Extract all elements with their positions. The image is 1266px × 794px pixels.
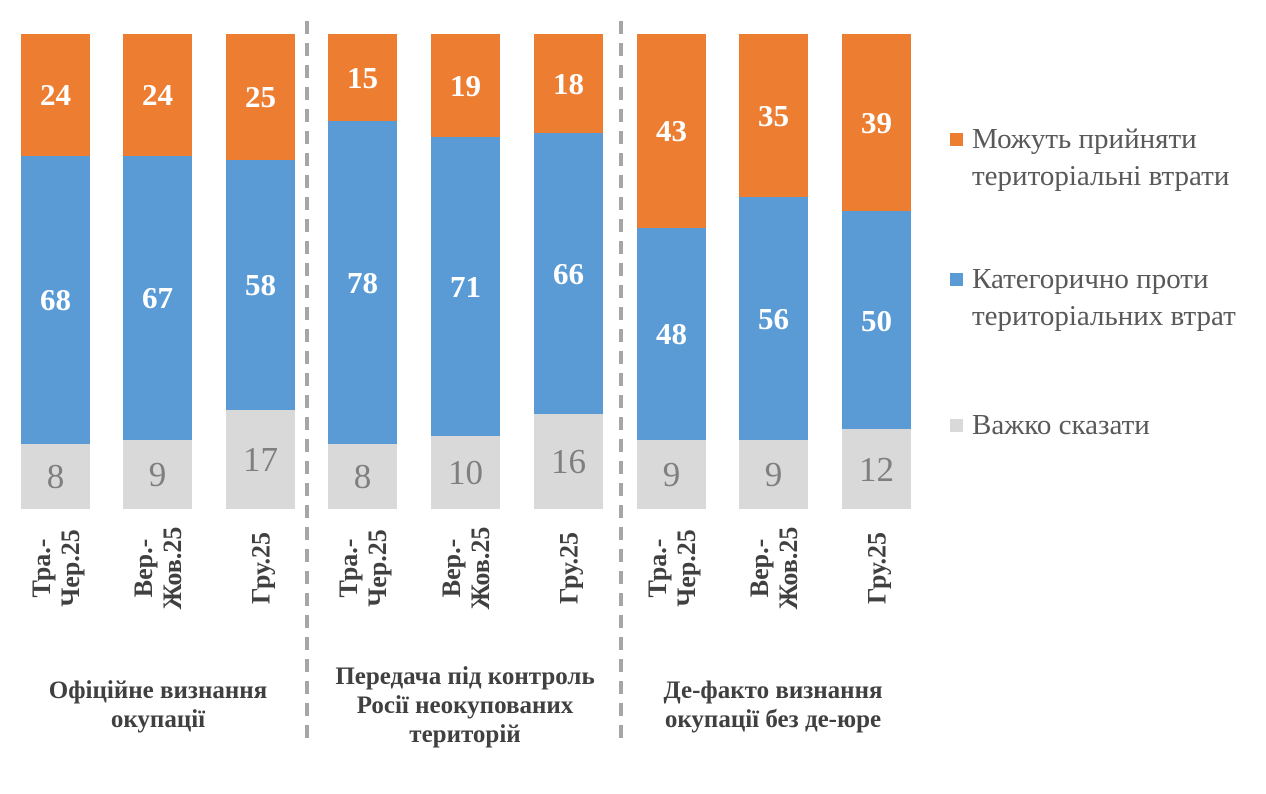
bar-segment-accept: 35: [739, 34, 808, 198]
x-tick-label: Гру.25: [246, 532, 275, 604]
bar-value-label: 43: [656, 113, 687, 149]
x-tick-label: Гру.25: [862, 532, 891, 604]
bar-segment-hard: 9: [123, 439, 192, 509]
bar-segment-hard: 10: [431, 436, 500, 509]
bar-value-label: 24: [142, 77, 173, 113]
bar-segment-against: 66: [534, 133, 603, 414]
x-tick-label: Тра.- Чер.25: [642, 529, 701, 607]
bar-segment-hard: 17: [226, 409, 295, 509]
bar-value-label: 67: [142, 280, 173, 316]
x-tick-label: Вер.- Жов.25: [744, 526, 803, 610]
legend-label-accept: Можуть прийняти територіальні втрати: [972, 123, 1230, 192]
bar-segment-hard: 16: [534, 413, 603, 510]
bar-segment-accept: 24: [123, 34, 192, 156]
bar-group1-period2: 24 67 9: [123, 34, 192, 509]
bar-segment-accept: 19: [431, 34, 500, 137]
bar-segment-against: 50: [842, 210, 911, 430]
bar-value-label: 48: [656, 316, 687, 352]
legend-item-against: Категорично проти територіальних втрат: [950, 261, 1266, 335]
bar-value-label: 8: [353, 457, 372, 497]
bar-value-label: 66: [553, 255, 584, 291]
bar-value-label: 10: [448, 453, 483, 493]
bar-segment-against: 67: [123, 155, 192, 440]
legend-item-hard: Важко сказати: [950, 407, 1266, 444]
legend-swatch-against-icon: [950, 273, 963, 286]
bar-segment-against: 56: [739, 197, 808, 440]
dashed-divider-1: [305, 21, 309, 743]
bar-value-label: 71: [450, 269, 481, 304]
bar-segment-accept: 15: [328, 34, 397, 122]
bar-segment-against: 58: [226, 159, 295, 410]
bar-value-label: 15: [347, 60, 378, 96]
bar-segment-against: 48: [637, 227, 706, 440]
bar-value-label: 24: [40, 77, 71, 113]
dashed-divider-2: [619, 21, 623, 743]
bar-value-label: 9: [764, 454, 783, 494]
bar-value-label: 12: [859, 449, 894, 489]
bar-value-label: 68: [40, 282, 71, 318]
legend-swatch-hard-icon: [950, 419, 963, 432]
bar-group2-period1: 15 78 8: [328, 34, 397, 509]
bar-segment-accept: 25: [226, 34, 295, 160]
bar-value-label: 39: [861, 104, 892, 140]
group-caption-3: Де-факто визнання окупації без де-юре: [663, 677, 883, 733]
group-caption-1: Офіційне визнання окупації: [48, 677, 268, 733]
bar-value-label: 35: [758, 98, 789, 134]
bar-segment-accept: 24: [21, 34, 90, 156]
bar-group3-period3: 39 50 12: [842, 34, 911, 509]
bar-group3-period1: 43 48 9: [637, 34, 706, 509]
bar-value-label: 17: [243, 439, 278, 479]
bar-segment-against: 78: [328, 121, 397, 445]
bar-segment-hard: 9: [637, 439, 706, 509]
bar-segment-accept: 43: [637, 34, 706, 228]
legend-swatch-accept-icon: [950, 133, 963, 146]
x-tick-label: Тра.- Чер.25: [333, 529, 392, 607]
bar-value-label: 25: [245, 79, 276, 115]
legend-label-hard: Важко сказати: [972, 409, 1150, 441]
bar-value-label: 9: [148, 454, 167, 494]
bar-value-label: 8: [46, 456, 65, 496]
bar-segment-against: 71: [431, 136, 500, 437]
bar-segment-hard: 8: [328, 444, 397, 509]
bar-value-label: 16: [551, 441, 586, 481]
x-tick-label: Гру.25: [554, 532, 583, 604]
bar-segment-hard: 12: [842, 429, 911, 509]
bar-group2-period3: 18 66 16: [534, 34, 603, 510]
x-tick-label: Вер.- Жов.25: [128, 526, 187, 610]
bar-group1-period1: 24 68 8: [21, 34, 90, 509]
bar-segment-hard: 8: [21, 443, 90, 509]
bar-value-label: 19: [450, 67, 481, 103]
bar-group3-period2: 35 56 9: [739, 34, 808, 509]
bar-value-label: 18: [553, 66, 584, 102]
bar-segment-accept: 39: [842, 34, 911, 211]
legend-item-accept: Можуть прийняти територіальні втрати: [950, 121, 1266, 195]
bar-value-label: 56: [758, 301, 789, 337]
x-tick-label: Вер.- Жов.25: [436, 526, 495, 610]
bar-group1-period3: 25 58 17: [226, 34, 295, 509]
bar-group2-period2: 19 71 10: [431, 34, 500, 509]
bar-segment-hard: 9: [739, 439, 808, 509]
bar-value-label: 58: [245, 267, 276, 303]
x-tick-label: Тра.- Чер.25: [26, 529, 85, 607]
bar-value-label: 9: [662, 454, 681, 494]
bar-segment-accept: 18: [534, 34, 603, 134]
bar-segment-against: 68: [21, 155, 90, 444]
bar-value-label: 50: [861, 302, 892, 338]
bar-value-label: 78: [347, 265, 378, 301]
legend-label-against: Категорично проти територіальних втрат: [972, 263, 1236, 332]
group-caption-2: Передача під контроль Росії неокупованих…: [335, 662, 595, 748]
